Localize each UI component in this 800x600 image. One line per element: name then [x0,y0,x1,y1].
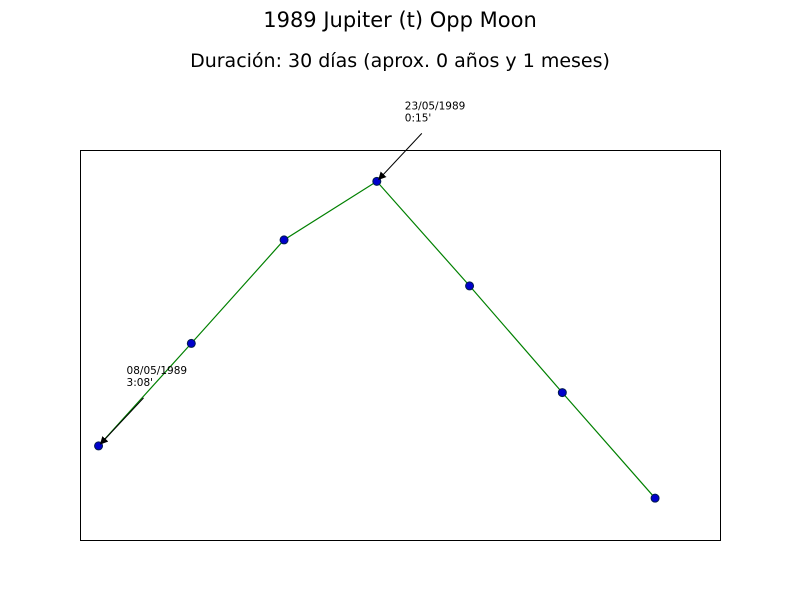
data-point-1 [186,338,196,348]
data-point-4 [465,281,475,291]
series-line-0 [98,180,656,499]
marker-layer [94,176,660,503]
chart-subtitle: Duración: 30 días (aprox. 0 años y 1 mes… [190,50,610,72]
annotation-label: 23/05/1989 [405,100,466,112]
annotation-label: 0:15' [405,112,431,124]
data-point-6 [650,493,660,503]
annotation-arrow [378,133,423,181]
chart-title: 1989 Jupiter (t) Opp Moon [263,8,537,32]
plot-frame [80,150,721,541]
annotation-label: 3:08' [127,377,153,389]
data-point-2 [279,235,289,245]
series-layer [98,180,656,499]
data-point-5 [557,388,567,398]
annotation-arrow [99,397,144,445]
annotation-label: 08/05/1989 [127,365,188,377]
